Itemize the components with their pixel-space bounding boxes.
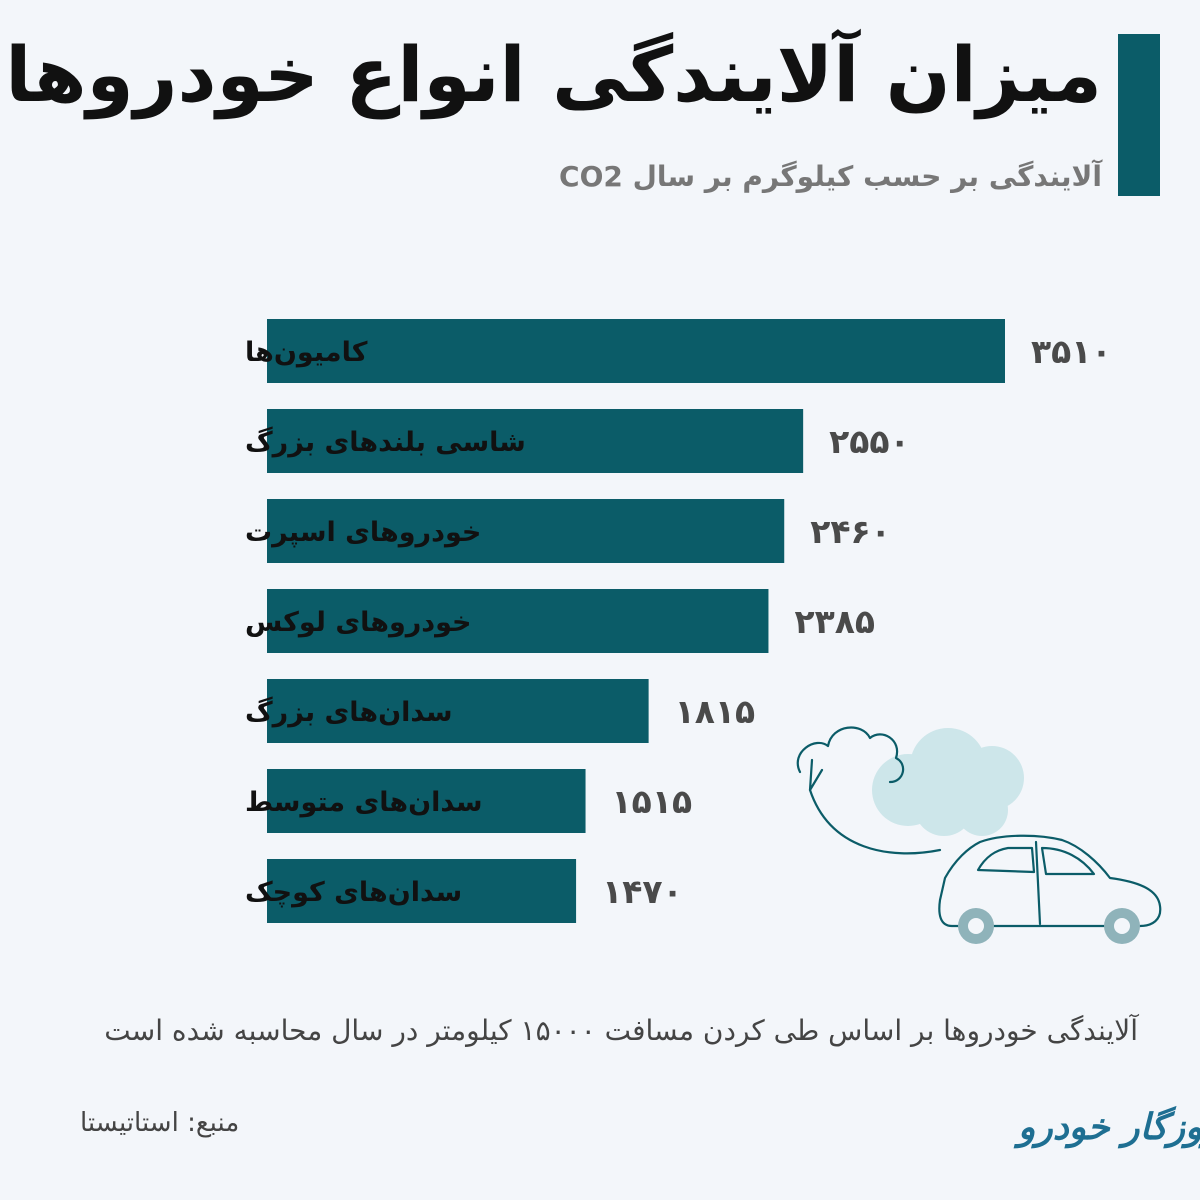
value-label: ۳۵۱۰ <box>1031 332 1112 371</box>
bar-2 <box>267 409 804 473</box>
category-label: کامیون‌ها <box>245 337 368 368</box>
bar-6 <box>267 769 586 833</box>
value-label: ۱۵۱۵ <box>612 782 693 821</box>
bar-5 <box>267 679 649 743</box>
category-label: سدان‌های بزرگ <box>245 696 453 728</box>
bar-chart: کامیون‌ها ۳۵۱۰ شاسی بلندهای بزرگ ۲۵۵۰ خودروه… <box>245 319 1112 923</box>
category-label: شاسی بلندهای بزرگ <box>245 426 526 458</box>
bar-1 <box>267 319 1005 383</box>
category-label: سدان‌های کوچک <box>245 877 462 908</box>
brand-logo: روزگار خودرو <box>1018 1106 1200 1148</box>
value-label: ۲۳۸۵ <box>794 602 875 641</box>
car-emission-cloud-icon <box>796 726 1162 944</box>
bar-7 <box>267 859 577 923</box>
footnote: آلایندگی خودروها بر اساس طی کردن مسافت ۱… <box>104 1014 1138 1047</box>
bar-3 <box>267 499 785 563</box>
value-label: ۲۴۶۰ <box>810 512 891 551</box>
category-label: خودروهای اسپرت <box>245 517 481 548</box>
page-title: میزان آلایندگی انواع خودروها <box>5 30 1102 119</box>
bar-4 <box>267 589 769 653</box>
value-label: ۲۵۵۰ <box>829 422 910 461</box>
title-accent-bar <box>1118 34 1160 196</box>
category-label: سدان‌های متوسط <box>245 787 483 818</box>
category-label: خودروهای لوکس <box>245 607 472 638</box>
value-label: ۱۸۱۵ <box>675 692 756 731</box>
source-label: منبع: استاتیستا <box>80 1108 240 1138</box>
page-subtitle: آلایندگی بر حسب کیلوگرم بر سال CO2 <box>559 160 1102 193</box>
value-label: ۱۴۷۰ <box>602 872 683 911</box>
